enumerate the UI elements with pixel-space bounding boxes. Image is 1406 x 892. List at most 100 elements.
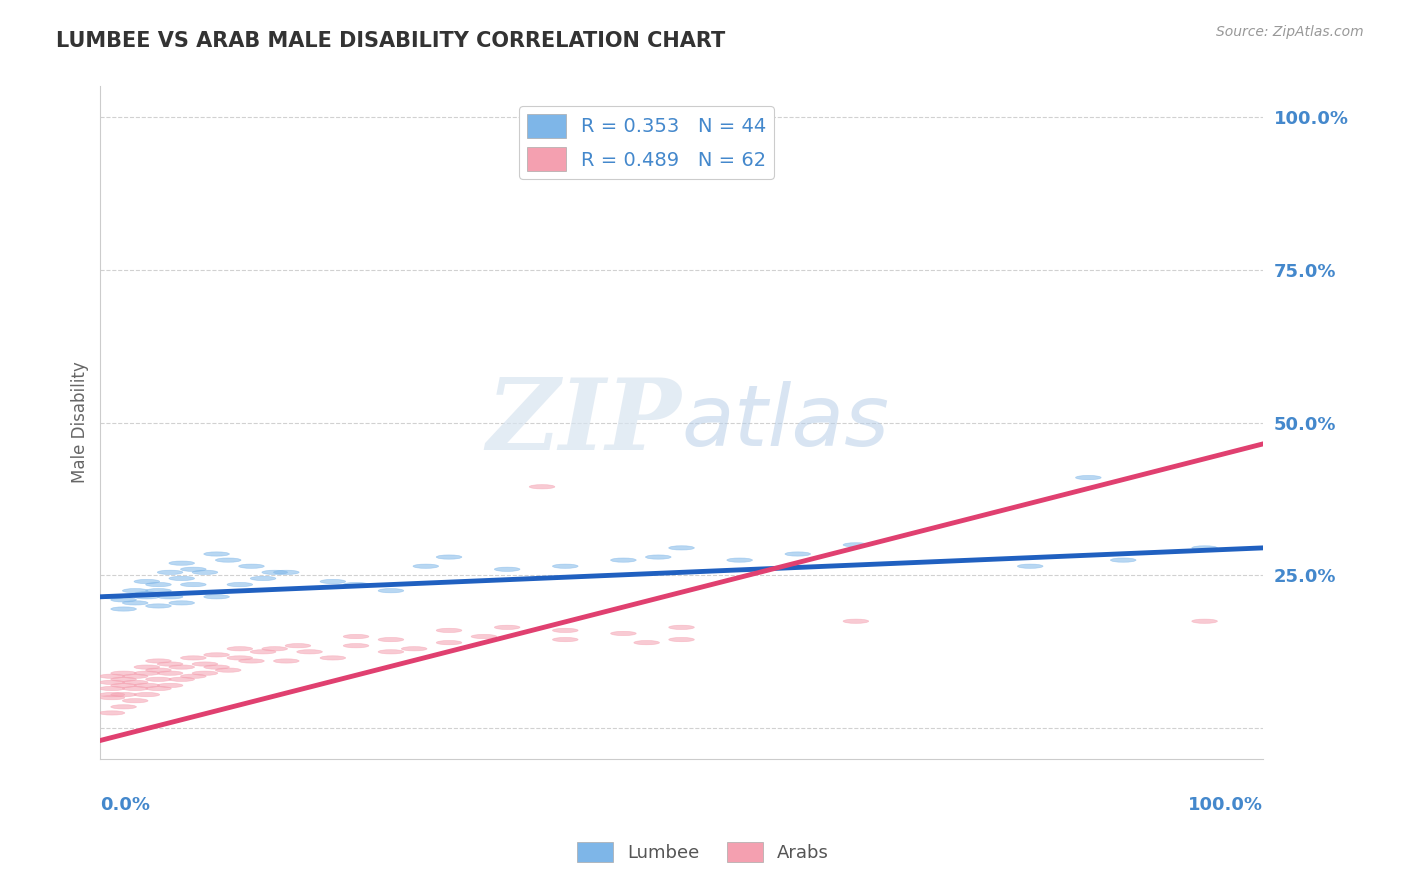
Ellipse shape — [645, 555, 671, 559]
Ellipse shape — [169, 601, 194, 605]
Ellipse shape — [413, 564, 439, 568]
Ellipse shape — [157, 683, 183, 688]
Ellipse shape — [471, 634, 496, 639]
Text: 100.0%: 100.0% — [1188, 796, 1263, 814]
Ellipse shape — [495, 567, 520, 572]
Ellipse shape — [111, 692, 136, 697]
Ellipse shape — [226, 582, 253, 587]
Ellipse shape — [785, 552, 810, 556]
Ellipse shape — [169, 677, 194, 681]
Ellipse shape — [343, 634, 368, 639]
Ellipse shape — [180, 674, 207, 679]
Ellipse shape — [146, 686, 172, 690]
Ellipse shape — [495, 625, 520, 630]
Ellipse shape — [193, 671, 218, 675]
Ellipse shape — [204, 595, 229, 599]
Ellipse shape — [122, 674, 148, 679]
Ellipse shape — [215, 558, 240, 562]
Ellipse shape — [727, 558, 752, 562]
Ellipse shape — [553, 564, 578, 568]
Ellipse shape — [169, 576, 194, 581]
Ellipse shape — [226, 647, 253, 651]
Ellipse shape — [111, 683, 136, 688]
Ellipse shape — [844, 542, 869, 547]
Ellipse shape — [401, 647, 427, 651]
Ellipse shape — [180, 567, 207, 572]
Ellipse shape — [146, 582, 172, 587]
Ellipse shape — [204, 665, 229, 669]
Ellipse shape — [146, 659, 172, 663]
Ellipse shape — [157, 671, 183, 675]
Ellipse shape — [274, 659, 299, 663]
Ellipse shape — [262, 570, 287, 574]
Ellipse shape — [250, 649, 276, 654]
Text: ZIP: ZIP — [486, 375, 682, 471]
Ellipse shape — [274, 570, 299, 574]
Ellipse shape — [669, 638, 695, 641]
Ellipse shape — [193, 662, 218, 666]
Ellipse shape — [134, 595, 160, 599]
Ellipse shape — [285, 643, 311, 648]
Ellipse shape — [146, 604, 172, 608]
Ellipse shape — [343, 643, 368, 648]
Legend: R = 0.353   N = 44, R = 0.489   N = 62: R = 0.353 N = 44, R = 0.489 N = 62 — [519, 106, 775, 179]
Ellipse shape — [111, 598, 136, 602]
Ellipse shape — [122, 686, 148, 690]
Ellipse shape — [239, 564, 264, 568]
Ellipse shape — [193, 570, 218, 574]
Ellipse shape — [100, 681, 125, 684]
Ellipse shape — [1192, 546, 1218, 550]
Ellipse shape — [180, 582, 207, 587]
Ellipse shape — [844, 619, 869, 624]
Ellipse shape — [169, 561, 194, 566]
Ellipse shape — [436, 628, 461, 632]
Ellipse shape — [146, 589, 172, 593]
Ellipse shape — [204, 653, 229, 657]
Ellipse shape — [669, 546, 695, 550]
Ellipse shape — [122, 601, 148, 605]
Ellipse shape — [378, 638, 404, 641]
Ellipse shape — [134, 591, 160, 596]
Ellipse shape — [204, 552, 229, 556]
Ellipse shape — [1076, 475, 1101, 480]
Ellipse shape — [111, 607, 136, 611]
Ellipse shape — [100, 696, 125, 699]
Ellipse shape — [321, 580, 346, 583]
Ellipse shape — [146, 668, 172, 673]
Ellipse shape — [239, 659, 264, 663]
Ellipse shape — [111, 677, 136, 681]
Ellipse shape — [529, 484, 555, 489]
Legend: Lumbee, Arabs: Lumbee, Arabs — [569, 834, 837, 870]
Ellipse shape — [146, 677, 172, 681]
Ellipse shape — [134, 580, 160, 583]
Ellipse shape — [378, 649, 404, 654]
Text: atlas: atlas — [682, 381, 890, 464]
Ellipse shape — [111, 671, 136, 675]
Ellipse shape — [250, 576, 276, 581]
Ellipse shape — [157, 662, 183, 666]
Ellipse shape — [134, 671, 160, 675]
Ellipse shape — [226, 656, 253, 660]
Text: LUMBEE VS ARAB MALE DISABILITY CORRELATION CHART: LUMBEE VS ARAB MALE DISABILITY CORRELATI… — [56, 31, 725, 51]
Ellipse shape — [100, 711, 125, 715]
Ellipse shape — [553, 628, 578, 632]
Ellipse shape — [100, 686, 125, 690]
Ellipse shape — [134, 683, 160, 688]
Ellipse shape — [1111, 558, 1136, 562]
Ellipse shape — [157, 570, 183, 574]
Ellipse shape — [321, 656, 346, 660]
Ellipse shape — [378, 589, 404, 593]
Ellipse shape — [262, 647, 287, 651]
Text: 0.0%: 0.0% — [100, 796, 150, 814]
Ellipse shape — [215, 668, 240, 673]
Ellipse shape — [669, 625, 695, 630]
Ellipse shape — [1192, 619, 1218, 624]
Ellipse shape — [111, 705, 136, 709]
Ellipse shape — [610, 558, 636, 562]
Ellipse shape — [157, 595, 183, 599]
Ellipse shape — [436, 555, 461, 559]
Ellipse shape — [122, 589, 148, 593]
Ellipse shape — [100, 595, 125, 599]
Ellipse shape — [553, 638, 578, 641]
Ellipse shape — [634, 640, 659, 645]
